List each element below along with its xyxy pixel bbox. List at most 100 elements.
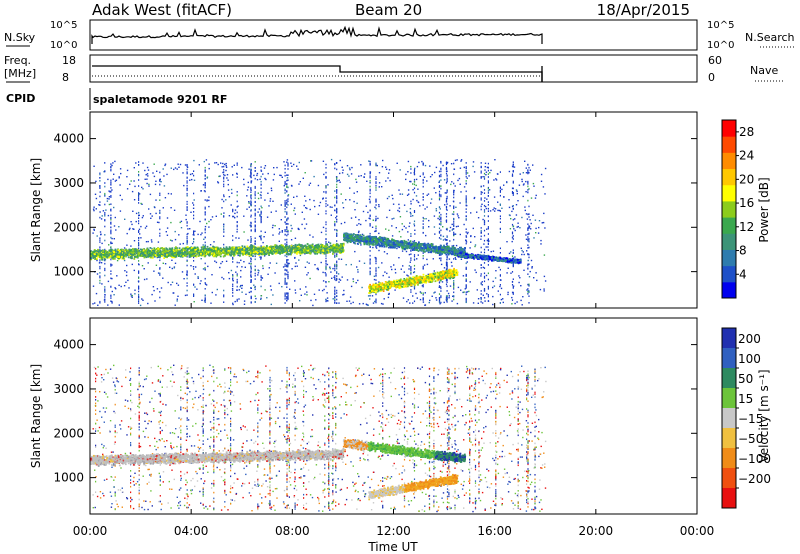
scatter-point [528,291,530,293]
scatter-point [518,281,520,284]
scatter-point [375,178,377,180]
scatter-point [388,169,391,171]
scatter-point [261,207,263,209]
scatter-point [335,244,338,246]
scatter-point [438,230,441,233]
scatter-point [426,180,428,182]
scatter-point [187,228,189,230]
scatter-point [199,220,201,223]
scatter-point [170,284,172,286]
scatter-point [224,163,226,166]
scatter-point [465,301,467,303]
scatter-point [232,275,234,277]
scatter-point [369,214,371,217]
scatter-point [361,233,364,236]
scatter-point [512,225,514,228]
scatter-point [238,298,240,300]
scatter-point [221,250,224,252]
scatter-point [138,242,140,244]
scatter-point [183,247,186,250]
scatter-point [428,301,430,304]
scatter-point [284,280,286,283]
scatter-point [243,300,246,302]
scatter-point [174,238,177,241]
scatter-point [131,263,133,266]
scatter-point [204,262,206,265]
scatter-point [465,218,467,220]
scatter-point [492,250,495,252]
scatter-point [356,191,358,193]
scatter-point [254,285,256,288]
scatter-point [456,213,459,215]
scatter-point [186,203,188,205]
scatter-point [304,246,307,248]
scatter-point [317,267,319,269]
scatter-point [400,268,402,270]
scatter-point [337,273,340,275]
scatter-point [499,190,501,192]
scatter-point [438,299,441,302]
scatter-point [314,205,316,208]
scatter-point [108,198,110,200]
scatter-point [286,255,288,258]
scatter-point [309,247,312,250]
scatter-point [221,276,223,279]
scatter-point [186,222,188,224]
scatter-point [538,226,540,229]
scatter-point [284,269,286,271]
scatter-point [413,170,416,172]
scatter-point [284,182,286,184]
scatter-point [313,293,316,295]
scatter-point [465,236,468,238]
scatter-point [280,204,282,206]
scatter-point [326,263,329,266]
scatter-point [139,233,141,235]
scatter-point [499,217,501,220]
scatter-point [286,234,288,237]
scatter-point [438,218,441,221]
scatter-point [392,197,394,200]
scatter-point [483,221,486,223]
scatter-point [334,163,336,165]
scatter-point [274,246,277,249]
scatter-point [259,256,261,258]
scatter-point [194,250,197,252]
scatter-point [224,250,226,252]
scatter-point [450,183,452,186]
scatter-point [149,193,152,196]
scatter-point [512,180,514,183]
scatter-point [277,248,279,250]
scatter-point [243,248,246,250]
scatter-point [385,180,387,182]
scatter-point [130,221,132,223]
scatter-point [125,274,128,277]
scatter-point [232,261,234,263]
scatter-point [483,189,486,191]
scatter-point [207,249,210,252]
scatter-point [413,240,416,242]
scatter-point [171,267,173,270]
scatter-point [451,229,453,231]
scatter-point [105,255,107,258]
scatter-point [204,268,206,271]
scatter-point [250,257,252,260]
scatter-point [440,179,442,181]
scatter-point [465,197,467,199]
scatter-point [398,230,401,233]
scatter-point [233,254,235,257]
scatter-point [528,285,530,287]
scatter-point [527,259,529,262]
scatter-point [320,243,322,246]
scatter-point [423,264,426,266]
scatter-point [200,258,202,260]
scatter-point [104,203,106,206]
scatter-point [174,262,177,264]
scatter-point [378,182,381,184]
scatter-point [336,289,338,292]
scatter-point [512,291,514,294]
noise-search-label: N.Search [745,31,795,44]
scatter-point [267,273,269,275]
scatter-point [159,199,161,201]
scatter-point [338,179,340,181]
scatter-point [131,223,133,226]
